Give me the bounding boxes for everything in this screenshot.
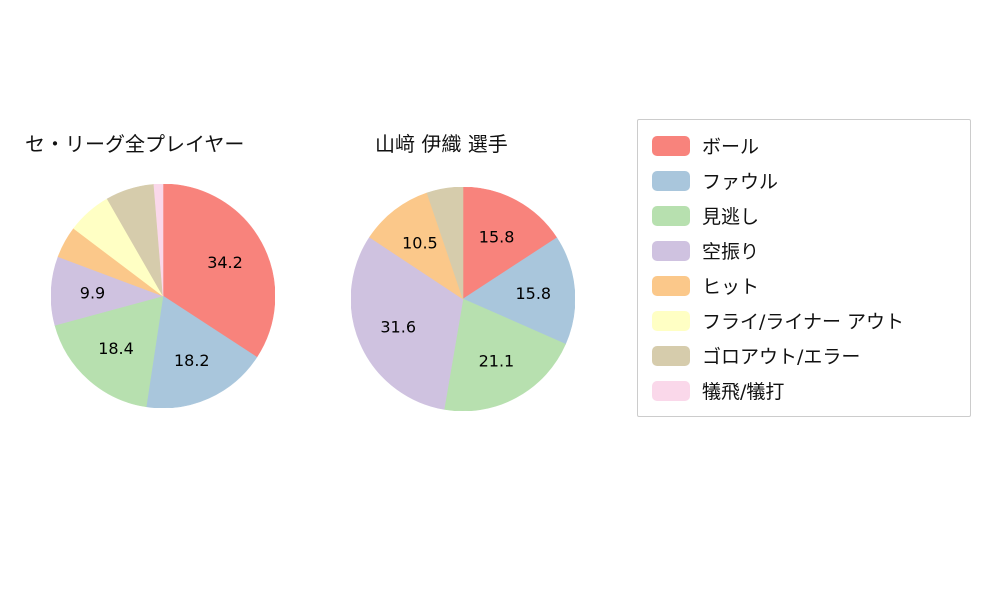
pie-slice-value-label: 15.8: [479, 228, 515, 247]
pie-slice-value-label: 18.4: [98, 339, 134, 358]
pie-slice-value-label: 10.5: [402, 234, 438, 253]
pie-slice: [443, 298, 566, 411]
legend-item: 空振り: [652, 233, 956, 268]
pie-slice: [351, 236, 464, 410]
left-pie-title: セ・リーグ全プレイヤー: [25, 132, 245, 156]
legend-swatch: [652, 170, 690, 191]
pie-slice-value-label: 31.6: [380, 318, 416, 337]
pie-slice-value-label: 18.2: [174, 351, 210, 370]
legend-item: 犠飛/犠打: [652, 373, 956, 408]
legend-item: 見逃し: [652, 198, 956, 233]
legend-item: ボール: [652, 128, 956, 163]
legend-label: ボール: [702, 136, 760, 158]
pie-slice-value-label: 34.2: [207, 253, 243, 272]
pie-slice: [54, 295, 164, 408]
pie-slice: [369, 192, 464, 300]
legend-swatch: [652, 310, 690, 331]
legend-item: ゴロアウト/エラー: [652, 338, 956, 373]
legend-swatch: [652, 135, 690, 156]
legend-swatch: [652, 380, 690, 401]
legend-label: ヒット: [702, 276, 760, 298]
legend-swatch: [652, 275, 690, 296]
left-pie-chart: 34.2 18.2 18.4 9.9: [51, 184, 275, 408]
legend: ボールファウル見逃し空振りヒットフライ/ライナー アウト ゴロアウト/エラー 犠飛/…: [637, 119, 971, 417]
legend-label: フライ/ライナー アウト: [702, 311, 905, 333]
pie-slice: [462, 187, 558, 300]
pie-slice-value-label: 9.9: [80, 283, 105, 302]
right-pie-chart: 15.8 15.8 21.1 31.6 10.5: [351, 187, 575, 411]
legend-label: 犠飛/犠打: [702, 381, 785, 403]
legend-label: 見逃し: [702, 206, 760, 228]
legend-item: ヒット: [652, 268, 956, 303]
legend-label: ファウル: [702, 171, 779, 193]
legend-label: 空振り: [702, 241, 760, 263]
legend-swatch: [652, 345, 690, 366]
legend-swatch: [652, 205, 690, 226]
right-pie-title: 山﨑 伊織 選手: [375, 132, 508, 156]
legend-item: フライ/ライナー アウト: [652, 303, 956, 338]
pie-slice: [153, 184, 164, 297]
pie-slice-value-label: 15.8: [515, 284, 551, 303]
legend-label: ゴロアウト/エラー: [702, 346, 861, 368]
pie-slice: [462, 237, 575, 345]
pie-slice: [426, 187, 464, 300]
pie-slice: [145, 295, 258, 408]
legend-swatch: [652, 240, 690, 261]
pie-slice-value-label: 21.1: [479, 352, 515, 371]
legend-item: ファウル: [652, 163, 956, 198]
